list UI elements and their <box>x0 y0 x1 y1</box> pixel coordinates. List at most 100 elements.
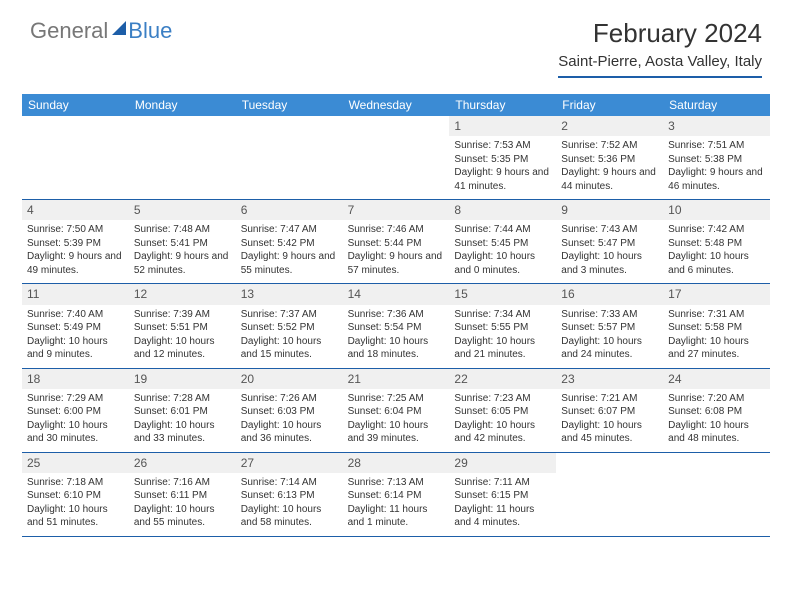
weekday-saturday: Saturday <box>663 94 770 116</box>
sunset-text: Sunset: 6:07 PM <box>561 405 658 419</box>
day-cell: 23Sunrise: 7:21 AMSunset: 6:07 PMDayligh… <box>556 369 663 452</box>
day-cell: 3Sunrise: 7:51 AMSunset: 5:38 PMDaylight… <box>663 116 770 199</box>
daylight-text: Daylight: 10 hours and 58 minutes. <box>241 503 338 530</box>
location-text: Saint-Pierre, Aosta Valley, Italy <box>558 53 762 78</box>
daylight-text: Daylight: 9 hours and 44 minutes. <box>561 166 658 193</box>
daylight-text: Daylight: 10 hours and 6 minutes. <box>668 250 765 277</box>
sunset-text: Sunset: 5:45 PM <box>454 237 551 251</box>
sunrise-text: Sunrise: 7:33 AM <box>561 308 658 322</box>
sunrise-text: Sunrise: 7:14 AM <box>241 476 338 490</box>
sunrise-text: Sunrise: 7:50 AM <box>27 223 124 237</box>
sunset-text: Sunset: 6:14 PM <box>348 489 445 503</box>
day-cell: 22Sunrise: 7:23 AMSunset: 6:05 PMDayligh… <box>449 369 556 452</box>
sunset-text: Sunset: 6:05 PM <box>454 405 551 419</box>
daylight-text: Daylight: 10 hours and 48 minutes. <box>668 419 765 446</box>
logo-text-general: General <box>30 18 108 44</box>
weekday-monday: Monday <box>129 94 236 116</box>
day-cell: 28Sunrise: 7:13 AMSunset: 6:14 PMDayligh… <box>343 453 450 536</box>
daylight-text: Daylight: 9 hours and 46 minutes. <box>668 166 765 193</box>
empty-cell <box>663 453 770 536</box>
day-number: 14 <box>343 284 450 304</box>
daylight-text: Daylight: 10 hours and 51 minutes. <box>27 503 124 530</box>
day-cell: 17Sunrise: 7:31 AMSunset: 5:58 PMDayligh… <box>663 284 770 367</box>
day-cell: 16Sunrise: 7:33 AMSunset: 5:57 PMDayligh… <box>556 284 663 367</box>
daylight-text: Daylight: 10 hours and 12 minutes. <box>134 335 231 362</box>
daylight-text: Daylight: 10 hours and 30 minutes. <box>27 419 124 446</box>
day-cell: 29Sunrise: 7:11 AMSunset: 6:15 PMDayligh… <box>449 453 556 536</box>
sunset-text: Sunset: 6:13 PM <box>241 489 338 503</box>
weekday-tuesday: Tuesday <box>236 94 343 116</box>
day-number: 12 <box>129 284 236 304</box>
day-cell: 19Sunrise: 7:28 AMSunset: 6:01 PMDayligh… <box>129 369 236 452</box>
header: General Blue February 2024 Saint-Pierre,… <box>0 0 792 86</box>
day-cell: 13Sunrise: 7:37 AMSunset: 5:52 PMDayligh… <box>236 284 343 367</box>
daylight-text: Daylight: 10 hours and 18 minutes. <box>348 335 445 362</box>
day-number: 26 <box>129 453 236 473</box>
day-number: 24 <box>663 369 770 389</box>
sunrise-text: Sunrise: 7:34 AM <box>454 308 551 322</box>
empty-cell <box>129 116 236 199</box>
sunrise-text: Sunrise: 7:47 AM <box>241 223 338 237</box>
sunset-text: Sunset: 6:00 PM <box>27 405 124 419</box>
sunrise-text: Sunrise: 7:52 AM <box>561 139 658 153</box>
daylight-text: Daylight: 9 hours and 41 minutes. <box>454 166 551 193</box>
sunrise-text: Sunrise: 7:31 AM <box>668 308 765 322</box>
sunrise-text: Sunrise: 7:25 AM <box>348 392 445 406</box>
sunrise-text: Sunrise: 7:20 AM <box>668 392 765 406</box>
daylight-text: Daylight: 11 hours and 4 minutes. <box>454 503 551 530</box>
weekday-friday: Friday <box>556 94 663 116</box>
sunset-text: Sunset: 6:01 PM <box>134 405 231 419</box>
day-cell: 10Sunrise: 7:42 AMSunset: 5:48 PMDayligh… <box>663 200 770 283</box>
daylight-text: Daylight: 10 hours and 21 minutes. <box>454 335 551 362</box>
day-cell: 6Sunrise: 7:47 AMSunset: 5:42 PMDaylight… <box>236 200 343 283</box>
day-number: 9 <box>556 200 663 220</box>
sunrise-text: Sunrise: 7:43 AM <box>561 223 658 237</box>
weeks-container: 1Sunrise: 7:53 AMSunset: 5:35 PMDaylight… <box>22 116 770 537</box>
day-number: 18 <box>22 369 129 389</box>
sunrise-text: Sunrise: 7:53 AM <box>454 139 551 153</box>
sunrise-text: Sunrise: 7:11 AM <box>454 476 551 490</box>
day-cell: 12Sunrise: 7:39 AMSunset: 5:51 PMDayligh… <box>129 284 236 367</box>
empty-cell <box>22 116 129 199</box>
sunset-text: Sunset: 6:11 PM <box>134 489 231 503</box>
sunrise-text: Sunrise: 7:29 AM <box>27 392 124 406</box>
day-number: 8 <box>449 200 556 220</box>
daylight-text: Daylight: 10 hours and 45 minutes. <box>561 419 658 446</box>
sunset-text: Sunset: 5:39 PM <box>27 237 124 251</box>
sunset-text: Sunset: 6:10 PM <box>27 489 124 503</box>
sunset-text: Sunset: 5:44 PM <box>348 237 445 251</box>
day-number: 23 <box>556 369 663 389</box>
sunset-text: Sunset: 5:57 PM <box>561 321 658 335</box>
sunrise-text: Sunrise: 7:23 AM <box>454 392 551 406</box>
sunset-text: Sunset: 5:47 PM <box>561 237 658 251</box>
day-cell: 14Sunrise: 7:36 AMSunset: 5:54 PMDayligh… <box>343 284 450 367</box>
daylight-text: Daylight: 10 hours and 0 minutes. <box>454 250 551 277</box>
sunrise-text: Sunrise: 7:48 AM <box>134 223 231 237</box>
day-number: 7 <box>343 200 450 220</box>
calendar: Sunday Monday Tuesday Wednesday Thursday… <box>22 94 770 537</box>
sunset-text: Sunset: 5:52 PM <box>241 321 338 335</box>
day-number: 29 <box>449 453 556 473</box>
sunrise-text: Sunrise: 7:46 AM <box>348 223 445 237</box>
day-number: 5 <box>129 200 236 220</box>
empty-cell <box>343 116 450 199</box>
sunset-text: Sunset: 5:51 PM <box>134 321 231 335</box>
day-cell: 8Sunrise: 7:44 AMSunset: 5:45 PMDaylight… <box>449 200 556 283</box>
day-cell: 27Sunrise: 7:14 AMSunset: 6:13 PMDayligh… <box>236 453 343 536</box>
daylight-text: Daylight: 9 hours and 52 minutes. <box>134 250 231 277</box>
sunrise-text: Sunrise: 7:37 AM <box>241 308 338 322</box>
day-number: 22 <box>449 369 556 389</box>
daylight-text: Daylight: 10 hours and 36 minutes. <box>241 419 338 446</box>
day-number: 10 <box>663 200 770 220</box>
day-number: 20 <box>236 369 343 389</box>
day-cell: 5 Sunrise: 7:48 AMSunset: 5:41 PMDaylight… <box>129 200 236 283</box>
day-cell: 7Sunrise: 7:46 AMSunset: 5:44 PMDaylight… <box>343 200 450 283</box>
day-cell: 24Sunrise: 7:20 AMSunset: 6:08 PMDayligh… <box>663 369 770 452</box>
daylight-text: Daylight: 10 hours and 15 minutes. <box>241 335 338 362</box>
sunset-text: Sunset: 5:41 PM <box>134 237 231 251</box>
logo-triangle-icon <box>112 21 126 35</box>
sunset-text: Sunset: 5:38 PM <box>668 153 765 167</box>
day-cell: 15Sunrise: 7:34 AMSunset: 5:55 PMDayligh… <box>449 284 556 367</box>
day-number: 17 <box>663 284 770 304</box>
sunrise-text: Sunrise: 7:36 AM <box>348 308 445 322</box>
